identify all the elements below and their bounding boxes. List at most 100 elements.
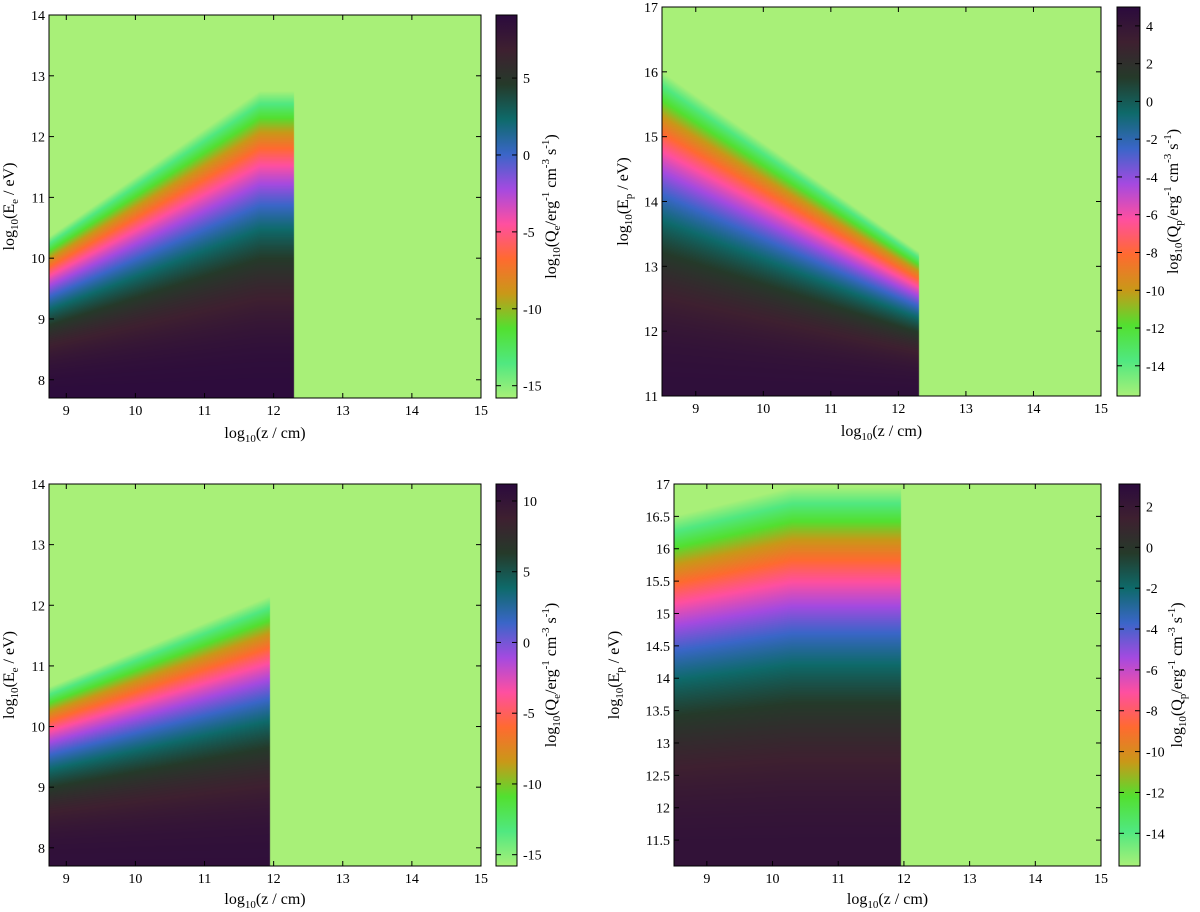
colorbar (495, 483, 518, 867)
heatmap-surface (49, 15, 481, 398)
colorbar-label: log10(Qe/erg-1 cm-3 s-1) (540, 134, 563, 278)
colorbar-label: log10(Qe/erg-1 cm-3 s-1) (540, 603, 563, 747)
x-tick-label: 10 (766, 872, 780, 887)
y-tick-label: 15 (656, 607, 670, 622)
y-tick-label: 16 (644, 66, 658, 81)
y-tick-label: 12.5 (646, 769, 671, 784)
colorbar-tick-label: -4 (1146, 171, 1158, 186)
y-tick-label: 17 (656, 478, 670, 493)
colorbar-tick-label: -12 (1146, 786, 1165, 801)
x-tick-label: 10 (756, 402, 770, 417)
colorbar-tick-label: -5 (523, 707, 535, 722)
colorbar-label: log10(Qp/erg-1 cm-3 s-1) (1162, 129, 1185, 274)
x-tick-label: 12 (891, 402, 905, 417)
x-tick-label: 10 (128, 872, 142, 887)
y-tick-label: 14.5 (646, 640, 671, 655)
y-tick-label: 12 (31, 131, 45, 146)
colorbar-tick-label: -2 (1146, 133, 1158, 148)
colorbar-tick-label: -4 (1146, 623, 1158, 638)
y-tick-label: 8 (38, 842, 45, 857)
x-tick-label: 11 (198, 404, 211, 419)
x-tick-label: 11 (198, 872, 211, 887)
y-tick-label: 9 (38, 313, 45, 328)
x-tick-label: 14 (405, 404, 419, 419)
colorbar-tick-label: -6 (1146, 209, 1158, 224)
y-tick-label: 11 (645, 390, 658, 405)
y-tick-label: 8 (38, 374, 45, 389)
heatmap-surface (49, 484, 481, 866)
heatmap-panel-1: 9 10 11 12 13 14 15 8 9 10 11 12 13 14 log10(z / cm) lo… (1, 9, 563, 445)
y-tick-label: 9 (38, 781, 45, 796)
x-tick-label: 15 (474, 872, 488, 887)
colorbar-tick-label: 2 (1146, 500, 1153, 515)
colorbar-tick-label: -15 (523, 849, 542, 864)
x-axis-label: log10(z / cm) (224, 891, 305, 911)
colorbar (1118, 483, 1141, 867)
y-axis-label: log10(Ep / eV) (606, 631, 626, 720)
colorbar (1116, 6, 1141, 397)
heatmap-panel-2: 9 10 11 12 13 14 15 11 12 13 14 15 16 17 log10(z / cm)… (615, 1, 1185, 443)
colorbar-tick-label: -10 (523, 778, 542, 793)
heatmap-surface (662, 7, 1101, 396)
y-axis-label: log10(Ee / eV) (1, 631, 21, 719)
y-tick-label: 12 (644, 325, 658, 340)
y-tick-label: 11 (32, 660, 45, 675)
colorbar-tick-label: 4 (1146, 20, 1153, 35)
heatmap-panel-3: 9 10 11 12 13 14 15 8 9 10 11 12 13 14 log10(z / cm) lo… (1, 478, 563, 911)
colorbar-tick-label: 0 (1146, 95, 1153, 110)
x-tick-label: 11 (824, 402, 837, 417)
y-tick-label: 13.5 (646, 705, 671, 720)
x-tick-label: 12 (267, 404, 281, 419)
plot-frame (48, 14, 482, 399)
x-tick-label: 15 (1094, 872, 1108, 887)
y-tick-label: 14 (656, 672, 670, 687)
y-tick-label: 10 (31, 252, 45, 267)
x-axis-label: log10(z / cm) (841, 423, 922, 443)
colorbar-tick-label: 0 (523, 149, 530, 164)
x-axis-label: log10(z / cm) (847, 891, 928, 911)
colorbar-tick-label: 5 (523, 566, 530, 581)
y-tick-label: 11.5 (646, 834, 670, 849)
colorbar-tick-label: -2 (1146, 582, 1158, 597)
colorbar-tick-label: -14 (1146, 360, 1165, 375)
y-tick-label: 16.5 (646, 510, 671, 525)
x-tick-label: 13 (336, 872, 350, 887)
y-axis-label: log10(Ep / eV) (615, 157, 635, 246)
colorbar-tick-label: -10 (1146, 284, 1165, 299)
y-tick-label: 12 (31, 599, 45, 614)
y-tick-label: 13 (656, 737, 670, 752)
y-tick-label: 12 (656, 802, 670, 817)
y-tick-label: 17 (644, 1, 658, 16)
colorbar (495, 14, 518, 399)
y-tick-label: 14 (31, 9, 45, 24)
x-tick-label: 15 (474, 404, 488, 419)
heatmap-surface (674, 484, 1101, 866)
y-tick-label: 10 (31, 721, 45, 736)
y-tick-label: 15.5 (646, 575, 671, 590)
x-tick-label: 11 (831, 872, 844, 887)
colorbar-tick-label: -8 (1146, 246, 1158, 261)
colorbar-tick-label: -12 (1146, 322, 1165, 337)
colorbar-tick-label: -5 (523, 226, 535, 241)
x-tick-label: 12 (267, 872, 281, 887)
x-tick-label: 9 (703, 872, 710, 887)
heatmap-panel-4: 9 10 11 12 13 14 15 11.5 12 12.5 13 13.5 14 14.5 15 15.… (606, 478, 1189, 911)
y-axis-label: log10(Ee / eV) (1, 163, 21, 251)
colorbar-tick-label: -8 (1146, 705, 1158, 720)
colorbar-tick-label: 10 (523, 495, 537, 510)
y-tick-label: 11 (32, 191, 45, 206)
x-tick-label: 13 (336, 404, 350, 419)
y-tick-label: 16 (656, 543, 670, 558)
plot-frame (48, 483, 482, 867)
x-tick-label: 12 (897, 872, 911, 887)
x-tick-label: 10 (128, 404, 142, 419)
colorbar-tick-label: -15 (523, 380, 542, 395)
colorbar-tick-label: -10 (523, 303, 542, 318)
colorbar-tick-label: 0 (1146, 541, 1153, 556)
x-tick-label: 9 (692, 402, 699, 417)
x-tick-label: 13 (959, 402, 973, 417)
x-tick-label: 14 (1026, 402, 1040, 417)
y-tick-label: 14 (644, 196, 658, 211)
x-tick-label: 13 (963, 872, 977, 887)
